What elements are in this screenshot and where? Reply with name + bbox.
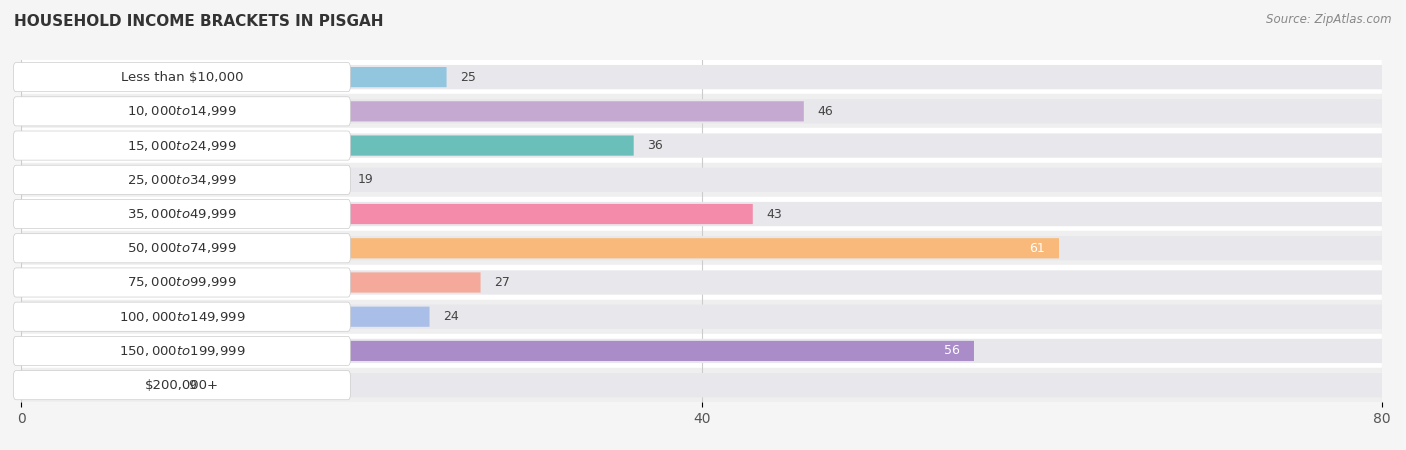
Text: 36: 36: [647, 139, 664, 152]
Bar: [21, 231, 1382, 266]
FancyBboxPatch shape: [21, 135, 634, 156]
FancyBboxPatch shape: [21, 373, 1382, 397]
FancyBboxPatch shape: [14, 199, 350, 229]
Text: 19: 19: [359, 173, 374, 186]
FancyBboxPatch shape: [21, 65, 1382, 89]
Text: HOUSEHOLD INCOME BRACKETS IN PISGAH: HOUSEHOLD INCOME BRACKETS IN PISGAH: [14, 14, 384, 28]
Bar: [21, 266, 1382, 300]
Text: Less than $10,000: Less than $10,000: [121, 71, 243, 84]
FancyBboxPatch shape: [14, 165, 350, 194]
Bar: [21, 163, 1382, 197]
FancyBboxPatch shape: [21, 341, 974, 361]
Text: $25,000 to $34,999: $25,000 to $34,999: [127, 173, 236, 187]
Text: $10,000 to $14,999: $10,000 to $14,999: [127, 104, 236, 118]
FancyBboxPatch shape: [14, 302, 350, 331]
FancyBboxPatch shape: [21, 99, 1382, 123]
Text: 9: 9: [188, 378, 195, 392]
FancyBboxPatch shape: [21, 133, 1382, 158]
FancyBboxPatch shape: [21, 272, 481, 292]
Bar: [21, 334, 1382, 368]
FancyBboxPatch shape: [21, 306, 429, 327]
Bar: [21, 300, 1382, 334]
FancyBboxPatch shape: [14, 268, 350, 297]
Text: $100,000 to $149,999: $100,000 to $149,999: [118, 310, 245, 324]
Text: $75,000 to $99,999: $75,000 to $99,999: [127, 275, 236, 289]
Text: 24: 24: [443, 310, 458, 323]
FancyBboxPatch shape: [21, 170, 344, 190]
Text: 43: 43: [766, 207, 782, 220]
FancyBboxPatch shape: [14, 131, 350, 160]
FancyBboxPatch shape: [21, 204, 752, 224]
Text: Source: ZipAtlas.com: Source: ZipAtlas.com: [1267, 14, 1392, 27]
Text: $15,000 to $24,999: $15,000 to $24,999: [127, 139, 236, 153]
FancyBboxPatch shape: [14, 371, 350, 400]
Text: 61: 61: [1029, 242, 1045, 255]
FancyBboxPatch shape: [14, 63, 350, 92]
FancyBboxPatch shape: [21, 101, 804, 122]
FancyBboxPatch shape: [21, 305, 1382, 329]
Bar: [21, 94, 1382, 128]
FancyBboxPatch shape: [21, 270, 1382, 295]
Text: $150,000 to $199,999: $150,000 to $199,999: [118, 344, 245, 358]
FancyBboxPatch shape: [14, 234, 350, 263]
FancyBboxPatch shape: [21, 236, 1382, 261]
FancyBboxPatch shape: [14, 97, 350, 126]
Bar: [21, 368, 1382, 402]
FancyBboxPatch shape: [21, 339, 1382, 363]
Text: $35,000 to $49,999: $35,000 to $49,999: [127, 207, 236, 221]
Text: 56: 56: [945, 344, 960, 357]
FancyBboxPatch shape: [21, 375, 174, 395]
Text: 46: 46: [817, 105, 834, 118]
FancyBboxPatch shape: [21, 238, 1059, 258]
Text: $50,000 to $74,999: $50,000 to $74,999: [127, 241, 236, 255]
FancyBboxPatch shape: [21, 67, 447, 87]
FancyBboxPatch shape: [21, 202, 1382, 226]
Text: $200,000+: $200,000+: [145, 378, 219, 392]
FancyBboxPatch shape: [14, 336, 350, 365]
Bar: [21, 197, 1382, 231]
Text: 27: 27: [494, 276, 510, 289]
Bar: [21, 128, 1382, 163]
Text: 25: 25: [460, 71, 477, 84]
Bar: [21, 60, 1382, 94]
FancyBboxPatch shape: [21, 168, 1382, 192]
